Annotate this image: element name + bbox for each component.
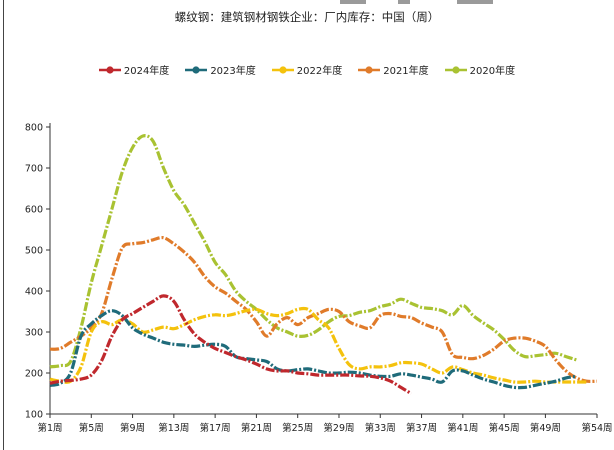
x-tick-label: 第21周 [241,422,272,434]
y-tick-label: 200 [25,369,43,380]
series-line [49,306,587,384]
legend-item[interactable]: 2024年度 [98,62,170,77]
chart-legend: 2024年度 2023年度 2022年度 2021年度 2020年度 [0,62,614,77]
x-tick-label: 第13周 [158,422,189,434]
cropped-toolbar-fragment [457,0,493,4]
x-tick-label: 第54周 [581,422,612,434]
y-tick-label: 100 [25,410,43,421]
legend-label: 2021年度 [383,66,429,77]
legend-item[interactable]: 2022年度 [271,62,343,77]
y-tick-label: 600 [25,205,43,216]
chart-title: 螺纹钢：建筑钢材钢铁企业：厂内库存：中国（周） [174,10,440,24]
series-line [49,294,413,395]
x-tick-label: 第1周 [37,422,62,434]
legend-item[interactable]: 2023年度 [185,62,256,77]
legend-line-icon [271,65,294,74]
x-tick-label: 第17周 [200,422,231,434]
legend-line-icon [444,65,467,74]
y-tick-label: 500 [25,246,43,257]
y-tick-label: 300 [25,328,43,339]
legend-label: 2022年度 [296,66,343,77]
y-tick-label: 400 [25,287,43,298]
y-tick-label: 700 [25,164,43,175]
legend-label: 2024年度 [123,66,170,77]
series-line [49,309,577,390]
x-tick-label: 第25周 [282,422,313,434]
cropped-toolbar-fragment [398,0,410,4]
x-tick-label: 第49周 [530,422,561,434]
cropped-toolbar-fragment [340,0,366,4]
legend-item[interactable]: 2020年度 [444,62,516,77]
x-tick-label: 第29周 [323,422,354,434]
x-tick-label: 第5周 [79,422,104,434]
x-tick-label: 第9周 [120,422,145,434]
legend-item[interactable]: 2021年度 [358,62,429,77]
window-border-left [3,0,4,450]
x-tick-label: 第45周 [489,422,520,434]
series-line [49,235,598,384]
series-line [49,134,577,369]
x-tick-label: 第37周 [406,422,437,434]
legend-label: 2023年度 [210,66,256,77]
legend-label: 2020年度 [469,66,516,77]
y-tick-label: 800 [25,123,43,134]
legend-line-icon [98,65,121,74]
legend-line-icon [185,65,208,74]
x-tick-label: 第33周 [365,422,396,434]
x-tick-label: 第41周 [447,422,478,434]
legend-line-icon [358,65,381,74]
